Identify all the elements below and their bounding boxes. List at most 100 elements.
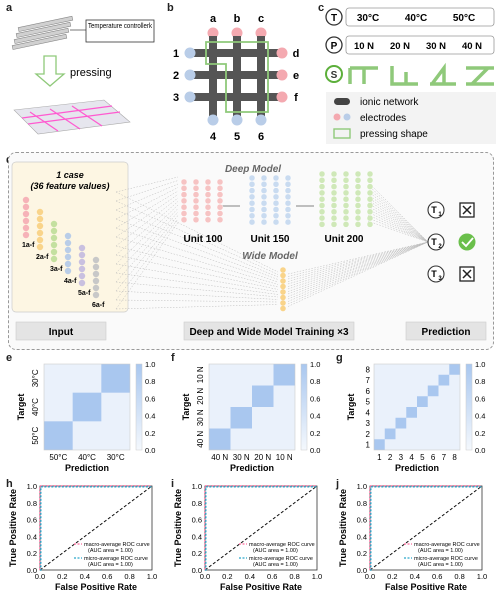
- hidden-neuron: [284, 193, 292, 201]
- legend-electrode-swatch-pink: [333, 113, 341, 121]
- legend-shape-swatch: [333, 128, 351, 139]
- hidden-neuron: [354, 196, 362, 203]
- hidden-neuron: [260, 212, 268, 219]
- x-tick-label: 0.6: [432, 572, 442, 581]
- legend-macro-auc: (AUC area = 1.00): [253, 548, 298, 554]
- right-label-d: d: [293, 48, 300, 60]
- hidden-neuron: [342, 170, 350, 178]
- heatmap-cell: [384, 428, 396, 440]
- y-tick-label: 2: [366, 430, 371, 439]
- hidden-neuron: [260, 218, 268, 226]
- heatmap-cell: [406, 407, 417, 418]
- input-neuron: [92, 263, 100, 271]
- x-tick-label: 0.2: [222, 572, 232, 581]
- hidden-neuron: [284, 181, 292, 188]
- hidden-neuron: [248, 181, 256, 188]
- electrode-4: [207, 114, 219, 126]
- svg-text:T: T: [431, 237, 437, 247]
- hidden-neuron: [192, 197, 200, 205]
- x-tick-label: 30°C: [107, 453, 125, 462]
- right-label-e: e: [293, 70, 299, 82]
- x-tick-label: 0.0: [200, 572, 210, 581]
- footer-input-box: [15, 321, 107, 341]
- input-neuron: [50, 241, 58, 249]
- input-neuron: [92, 284, 100, 292]
- input-neuron: [22, 217, 30, 225]
- legend-macro-label: macro-average ROC curve: [414, 542, 480, 548]
- pressure-20: 20 N: [390, 41, 410, 52]
- hidden-neuron: [318, 177, 326, 184]
- hidden-neuron: [366, 183, 374, 190]
- heatmap-cell: [101, 364, 130, 393]
- hidden-neuron: [248, 193, 256, 201]
- x-tick-label: 0.4: [80, 572, 90, 581]
- ionic-line-3: [186, 93, 282, 101]
- electrode-c: [255, 27, 267, 39]
- hidden-neuron: [342, 177, 350, 184]
- temp-50: 50°C: [453, 13, 475, 24]
- x-axis-label: Prediction: [230, 463, 274, 473]
- hidden-neuron: [216, 197, 224, 205]
- panel-d-model-diagram: 1 case (36 feature values) 1a-f2a-f3a-f4…: [11, 161, 487, 341]
- input-neuron: [36, 215, 44, 223]
- hidden-neuron: [284, 174, 292, 182]
- heatmap-cell: [374, 439, 385, 450]
- x-tick-label: 2: [388, 453, 393, 462]
- hidden-neuron: [318, 183, 326, 190]
- hidden-neuron: [180, 204, 188, 211]
- heatmap-cell: [395, 417, 407, 429]
- temp-40: 40°C: [405, 13, 427, 24]
- hidden-neuron: [366, 177, 374, 184]
- hidden-neuron: [354, 183, 362, 190]
- x-axis-label: Prediction: [395, 463, 439, 473]
- hidden-neuron: [216, 216, 224, 224]
- footer-training-box: [183, 321, 355, 341]
- input-neuron: [64, 253, 72, 261]
- wide-neuron: [280, 267, 286, 273]
- y-tick-label: 0.2: [27, 549, 37, 558]
- y-tick-label: 0.0: [192, 566, 202, 575]
- case-title: 1 case: [56, 170, 84, 180]
- connection-lines: [115, 176, 429, 310]
- colorbar-tick-label: 0.2: [310, 429, 320, 438]
- hidden-neuron: [180, 185, 188, 192]
- y-tick-label: 6: [366, 387, 371, 396]
- confusion-matrix-f: 40 N 30 N 20 N 10 N10 N20 N30 N40 NPredicti…: [181, 360, 320, 473]
- hidden-neuron: [330, 214, 338, 222]
- input-neuron: [92, 270, 100, 278]
- y-tick-label: 1.0: [357, 482, 367, 491]
- heatmap-cell: [449, 364, 460, 375]
- panel-label-g: g: [336, 352, 343, 364]
- hidden-neuron: [192, 216, 200, 224]
- input-neuron: [50, 255, 58, 263]
- bottom-label-5: 5: [234, 131, 240, 143]
- pressure-10: 10 N: [354, 41, 374, 52]
- input-neuron: [78, 272, 86, 280]
- y-tick-label: 8: [366, 365, 371, 374]
- unit-150-label: Unit 150: [251, 234, 290, 245]
- down-arrow-icon: [34, 55, 66, 87]
- colorbar-tick-label: 1.0: [475, 360, 485, 369]
- y-axis-label: True Positive Rate: [173, 489, 183, 567]
- diagonal-reference-line: [39, 485, 153, 571]
- top-label-c: c: [258, 13, 264, 25]
- output-t2-check-icon: [458, 233, 476, 251]
- input-neuron: [92, 277, 100, 285]
- colorbar-tick-label: 0.2: [475, 429, 485, 438]
- hidden-neuron: [192, 178, 200, 186]
- output-t3-sub: 3: [438, 276, 442, 282]
- unit-100-label: Unit 100: [184, 234, 223, 245]
- hidden-neuron: [248, 200, 256, 207]
- input-neuron: [50, 220, 58, 228]
- hidden-neuron: [204, 178, 212, 186]
- wide-model-unit: [280, 267, 286, 312]
- x-tick-label: 0.6: [102, 572, 112, 581]
- input-neuron: [78, 244, 86, 252]
- wide-neuron: [280, 272, 286, 279]
- colorbar-tick-label: 0.6: [310, 394, 320, 403]
- legend-macro-auc: (AUC area = 1.00): [88, 548, 133, 554]
- input-neuron: [64, 260, 72, 268]
- hidden-neuron: [342, 202, 350, 209]
- input-column-label: 1a-f: [22, 242, 35, 249]
- hidden-neuron: [330, 221, 338, 228]
